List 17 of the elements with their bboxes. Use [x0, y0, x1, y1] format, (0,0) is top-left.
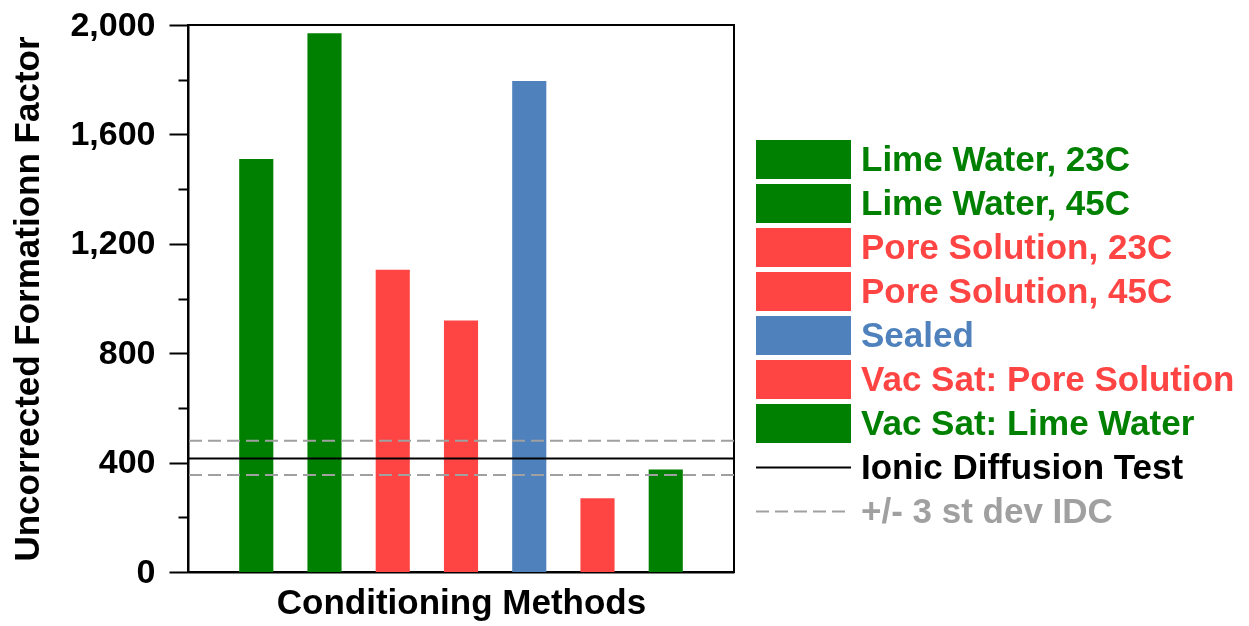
legend-label: Vac Sat: Lime Water — [861, 402, 1195, 442]
legend-label: Pore Solution, 45C — [861, 270, 1173, 310]
legend-label: Vac Sat: Pore Solution — [861, 358, 1235, 398]
legend-label: Lime Water, 45C — [861, 182, 1131, 222]
y-tick-label: 1,600 — [70, 113, 156, 152]
legend-label: Sealed — [861, 314, 974, 354]
y-tick-label: 800 — [98, 332, 156, 371]
legend-label: +/- 3 st dev IDC — [861, 490, 1113, 530]
legend-label: Lime Water, 23C — [861, 138, 1131, 178]
y-tick-label: 0 — [136, 551, 156, 590]
x-axis-title: Conditioning Methods — [276, 581, 647, 621]
y-tick-label: 2,000 — [70, 4, 156, 43]
legend-label: Pore Solution, 23C — [861, 226, 1173, 266]
y-tick-label: 400 — [98, 442, 156, 481]
y-tick-label: 1,200 — [70, 223, 156, 262]
ref-line-label: Ionic Diffusion Test — [861, 446, 1184, 486]
y-axis-title: Uncorrected Formationn Factor — [7, 36, 47, 562]
